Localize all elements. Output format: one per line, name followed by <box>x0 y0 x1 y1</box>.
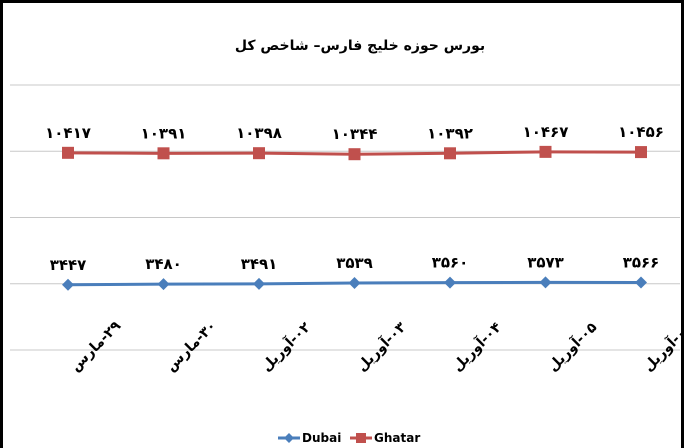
data-point-ghatar <box>635 146 647 159</box>
legend-item-dubai: Dubai <box>278 431 341 445</box>
data-label-dubai: ۳۵۶۶ <box>623 254 660 272</box>
data-point-ghatar <box>157 147 170 160</box>
data-label-dubai: ۳۴۹۱ <box>241 255 278 273</box>
data-label-dubai: ۳۵۷۳ <box>527 253 564 271</box>
x-tick-label: ۲۹-مارس <box>68 318 125 375</box>
series-dubai: ۳۴۴۷ ۳۴۸۰ ۳۴۹۱ ۳۵۳۹ ۳۵۶۰ ۳۵۷۳ ۳۵۶۶ <box>50 253 660 291</box>
legend-item-ghatar: Ghatar <box>350 431 420 445</box>
series-ghatar: ۱۰۴۱۷ ۱۰۳۹۱ ۱۰۳۹۸ ۱۰۳۴۴ ۱۰۳۹۲ ۱۰۴۶۷ ۱۰۴۵۶ <box>45 123 664 161</box>
data-label-ghatar: ۱۰۳۹۸ <box>236 124 282 142</box>
data-label-dubai: ۳۴۸۰ <box>145 255 182 273</box>
data-point-dubai <box>62 278 74 291</box>
chart-title: بورس حوزه خلیج فارس– شاخص کل <box>235 38 485 54</box>
x-tick-label: ۰۴-آوریل <box>448 318 505 375</box>
data-label-dubai: ۳۵۶۰ <box>432 254 469 272</box>
legend-marker <box>356 433 366 443</box>
data-label-dubai: ۳۵۳۹ <box>336 254 373 272</box>
data-point-ghatar <box>253 147 265 160</box>
data-point-ghatar <box>444 147 456 160</box>
legend-label: Dubai <box>302 431 341 445</box>
data-label-ghatar: ۱۰۴۵۶ <box>618 123 664 141</box>
data-point-ghatar <box>62 146 74 159</box>
data-label-ghatar: ۱۰۴۱۷ <box>45 124 91 142</box>
data-label-ghatar: ۱۰۳۹۱ <box>141 124 187 142</box>
data-label-dubai: ۳۴۴۷ <box>50 256 87 274</box>
legend: Dubai Ghatar <box>278 431 420 445</box>
data-point-dubai <box>635 276 647 289</box>
data-label-ghatar: ۱۰۳۴۴ <box>332 125 378 143</box>
data-point-dubai <box>539 276 552 289</box>
data-label-ghatar: ۱۰۳۹۲ <box>427 124 473 142</box>
x-tick-label: ۰۳-آوریل <box>353 318 410 375</box>
data-point-dubai <box>253 277 265 290</box>
data-point-dubai <box>444 276 456 289</box>
data-point-dubai <box>348 277 361 290</box>
legend-marker <box>284 433 294 443</box>
x-tick-label: ۰۲-آوریل <box>257 318 314 375</box>
data-label-ghatar: ۱۰۴۶۷ <box>523 123 569 141</box>
x-tick-labels: ۲۹-مارس ۳۰-مارس ۰۲-آوریل ۰۳-آوریل ۰۴-آوریل ۰۵… <box>68 318 684 375</box>
data-point-ghatar <box>348 148 361 161</box>
data-point-dubai <box>157 278 170 291</box>
x-tick-label: ۳۰-مارس <box>163 318 220 375</box>
legend-label: Ghatar <box>374 431 420 445</box>
data-point-ghatar <box>539 145 552 158</box>
x-tick-label: ۰۵-آوریل <box>544 318 601 375</box>
x-tick-label: ۰۶-آوریل <box>639 318 684 375</box>
